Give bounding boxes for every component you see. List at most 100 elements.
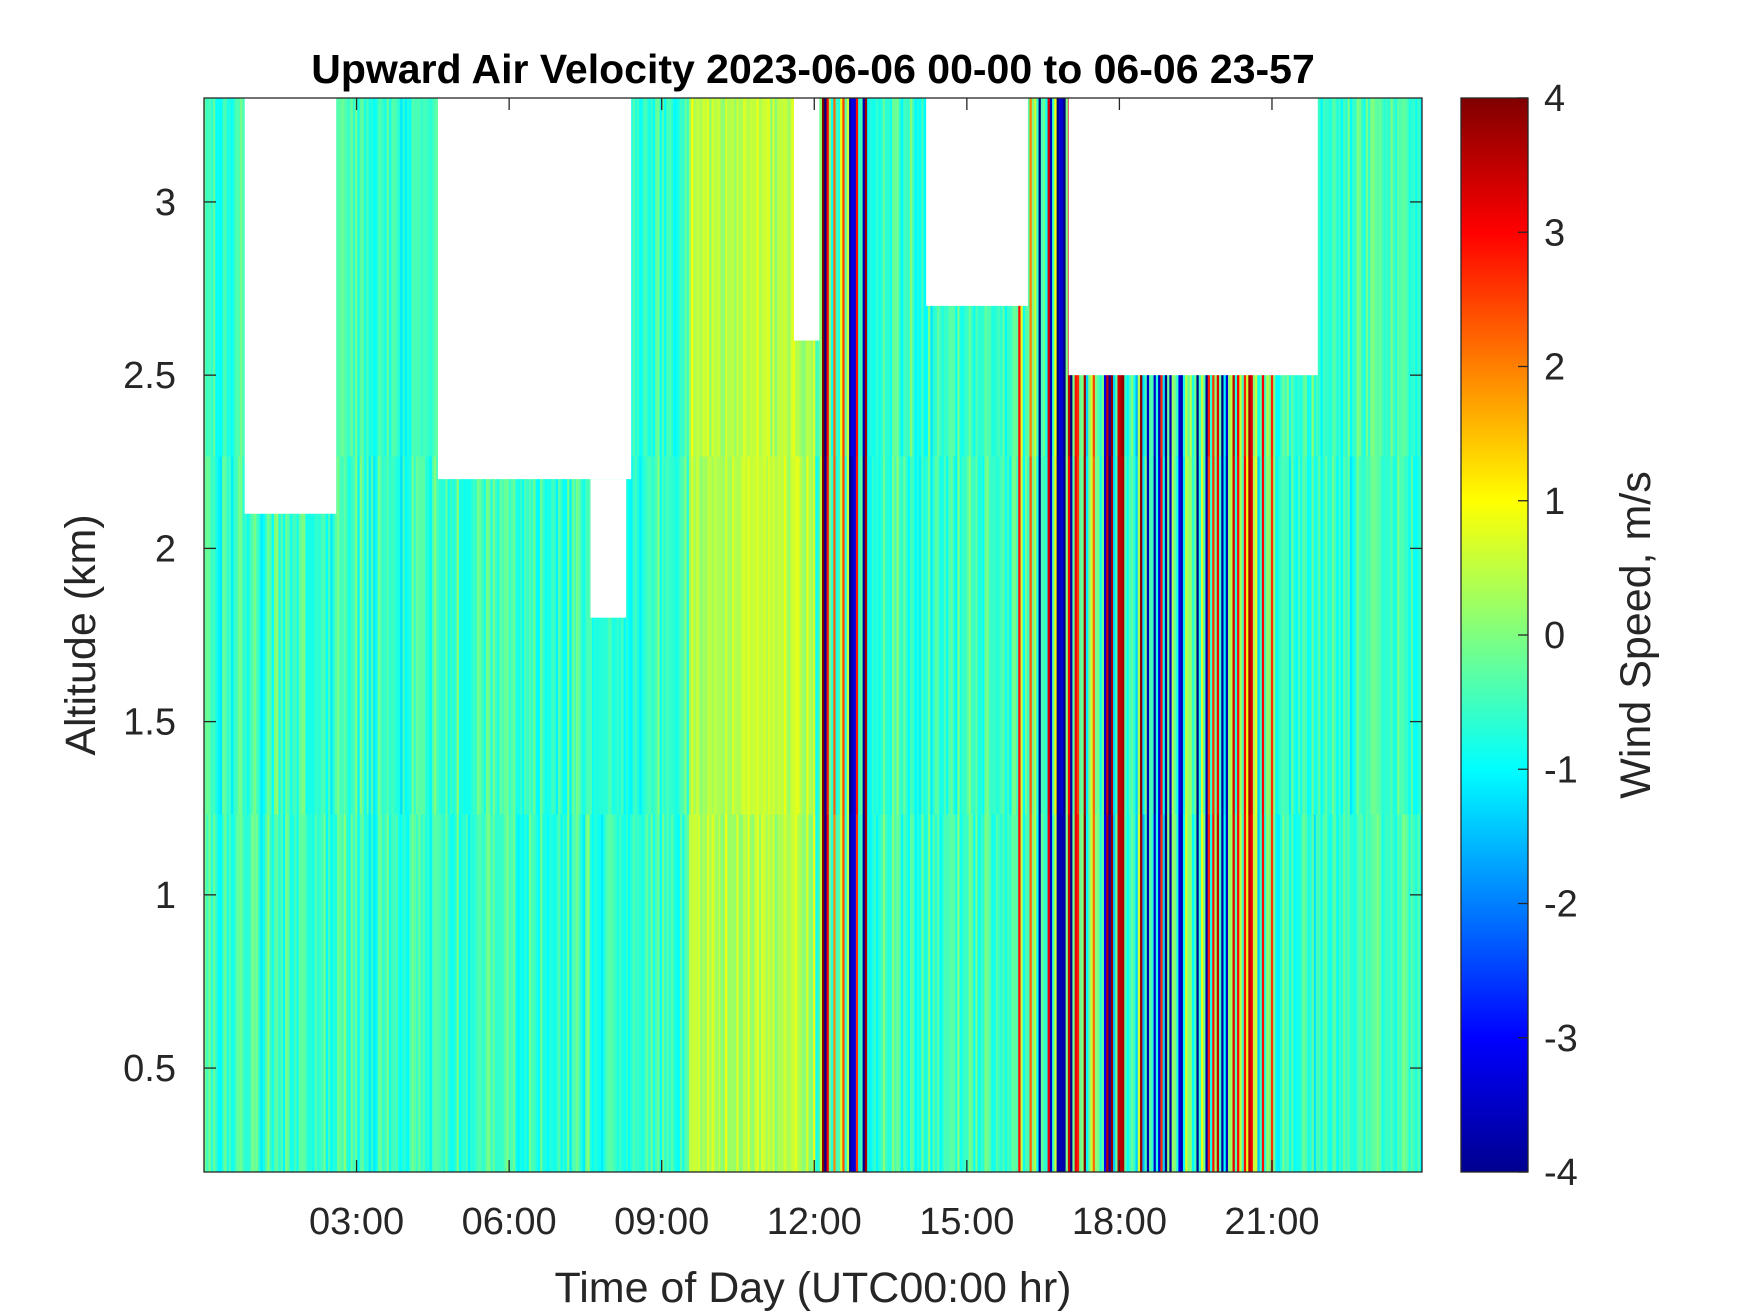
heatmap-cell <box>357 98 361 457</box>
heatmap-cell <box>1246 456 1249 815</box>
heatmap-cell <box>1325 814 1328 1172</box>
heatmap-cell <box>711 456 715 815</box>
heatmap-cell <box>1025 814 1028 1172</box>
heatmap-cell <box>695 456 699 815</box>
heatmap-cell <box>948 456 952 815</box>
heatmap-cell <box>1065 456 1069 815</box>
heatmap-cell <box>587 456 591 815</box>
heatmap-cell <box>1322 98 1326 457</box>
heatmap-cell <box>1392 456 1396 815</box>
heatmap-cell <box>603 814 607 1172</box>
heatmap-cell <box>1329 98 1333 457</box>
heatmap-cell <box>1054 456 1058 815</box>
heatmap-cell <box>846 98 850 457</box>
heatmap-cell <box>314 814 318 1172</box>
heatmap-cell <box>1142 814 1146 1172</box>
heatmap-cell <box>278 456 282 815</box>
heatmap-cell <box>695 98 699 457</box>
heatmap-cell <box>1325 456 1328 815</box>
heatmap-cell <box>233 814 237 1172</box>
heatmap-cell <box>691 814 695 1172</box>
heatmap-cell <box>1058 456 1062 815</box>
heatmap-cell <box>650 456 654 815</box>
heatmap-cell <box>688 814 692 1172</box>
heatmap-cell <box>1306 456 1310 815</box>
heatmap-cell <box>1167 814 1170 1172</box>
heatmap-cell <box>1322 814 1326 1172</box>
heatmap-cell <box>440 456 444 815</box>
heatmap-cell <box>1343 98 1346 457</box>
heatmap-cell <box>1325 98 1328 457</box>
heatmap-cell <box>1171 814 1175 1172</box>
heatmap-cell <box>1162 456 1166 815</box>
heatmap-cell <box>727 814 731 1172</box>
heatmap-cell <box>1094 814 1098 1172</box>
heatmap-cell <box>621 814 625 1172</box>
heatmap-cell <box>914 456 918 815</box>
heatmap-cell <box>923 814 927 1172</box>
heatmap-cell <box>235 814 239 1172</box>
heatmap-cell <box>921 814 925 1172</box>
heatmap-cell <box>1031 456 1035 815</box>
heatmap-cell <box>366 814 370 1172</box>
heatmap-cell <box>1313 456 1317 815</box>
heatmap-cell <box>325 814 329 1172</box>
heatmap-cell <box>1067 456 1071 815</box>
heatmap-cell <box>961 814 965 1172</box>
heatmap-cell <box>580 814 584 1172</box>
heatmap-cell <box>1063 814 1067 1172</box>
heatmap-cell <box>425 814 428 1172</box>
heatmap-cell <box>285 814 289 1172</box>
heatmap-cell <box>610 456 613 815</box>
heatmap-cell <box>404 98 408 457</box>
heatmap-cell <box>1223 456 1227 815</box>
heatmap-cell <box>1415 814 1419 1172</box>
heatmap-cell <box>269 456 273 815</box>
heatmap-cell <box>835 98 839 457</box>
heatmap-cell <box>912 98 916 457</box>
heatmap-cell <box>837 98 841 457</box>
heatmap-cell <box>919 456 922 815</box>
heatmap-cell <box>481 456 485 815</box>
heatmap-cell <box>1354 456 1358 815</box>
heatmap-cell <box>1415 456 1419 815</box>
heatmap-cell <box>596 456 600 815</box>
heatmap-cell <box>438 814 442 1172</box>
colorbar-tick-label: -1 <box>1544 749 1578 791</box>
heatmap-cell <box>368 456 372 815</box>
heatmap-cell <box>1034 814 1037 1172</box>
heatmap-cell <box>670 814 674 1172</box>
heatmap-cell <box>210 98 214 457</box>
heatmap-cell <box>756 98 760 457</box>
heatmap-cell <box>1401 456 1405 815</box>
heatmap-cell <box>1043 456 1046 815</box>
heatmap-cell <box>1291 456 1295 815</box>
heatmap-cell <box>817 456 821 815</box>
heatmap-cell <box>1419 98 1422 457</box>
heatmap-cell <box>749 98 753 457</box>
heatmap-cell <box>858 456 861 815</box>
heatmap-cell <box>1277 456 1281 815</box>
heatmap-cell <box>783 456 787 815</box>
heatmap-cell <box>1347 456 1351 815</box>
heatmap-cell <box>1158 814 1161 1172</box>
heatmap-cell <box>1074 456 1078 815</box>
heatmap-cell <box>564 456 568 815</box>
heatmap-cell <box>1146 456 1150 815</box>
heatmap-cell <box>533 814 537 1172</box>
heatmap-cell <box>1349 98 1353 457</box>
heatmap-cell <box>862 456 866 815</box>
heatmap-cell <box>228 98 232 457</box>
heatmap-cell <box>679 456 683 815</box>
heatmap-cell <box>1212 456 1216 815</box>
heatmap-cell <box>659 814 663 1172</box>
heatmap-cell <box>706 814 710 1172</box>
heatmap-cell <box>1045 814 1049 1172</box>
heatmap-cell <box>1146 814 1150 1172</box>
heatmap-cell <box>1052 814 1055 1172</box>
heatmap-cell <box>1241 814 1245 1172</box>
heatmap-cell <box>553 814 557 1172</box>
heatmap-cell <box>303 456 307 815</box>
heatmap-cell <box>388 98 392 457</box>
